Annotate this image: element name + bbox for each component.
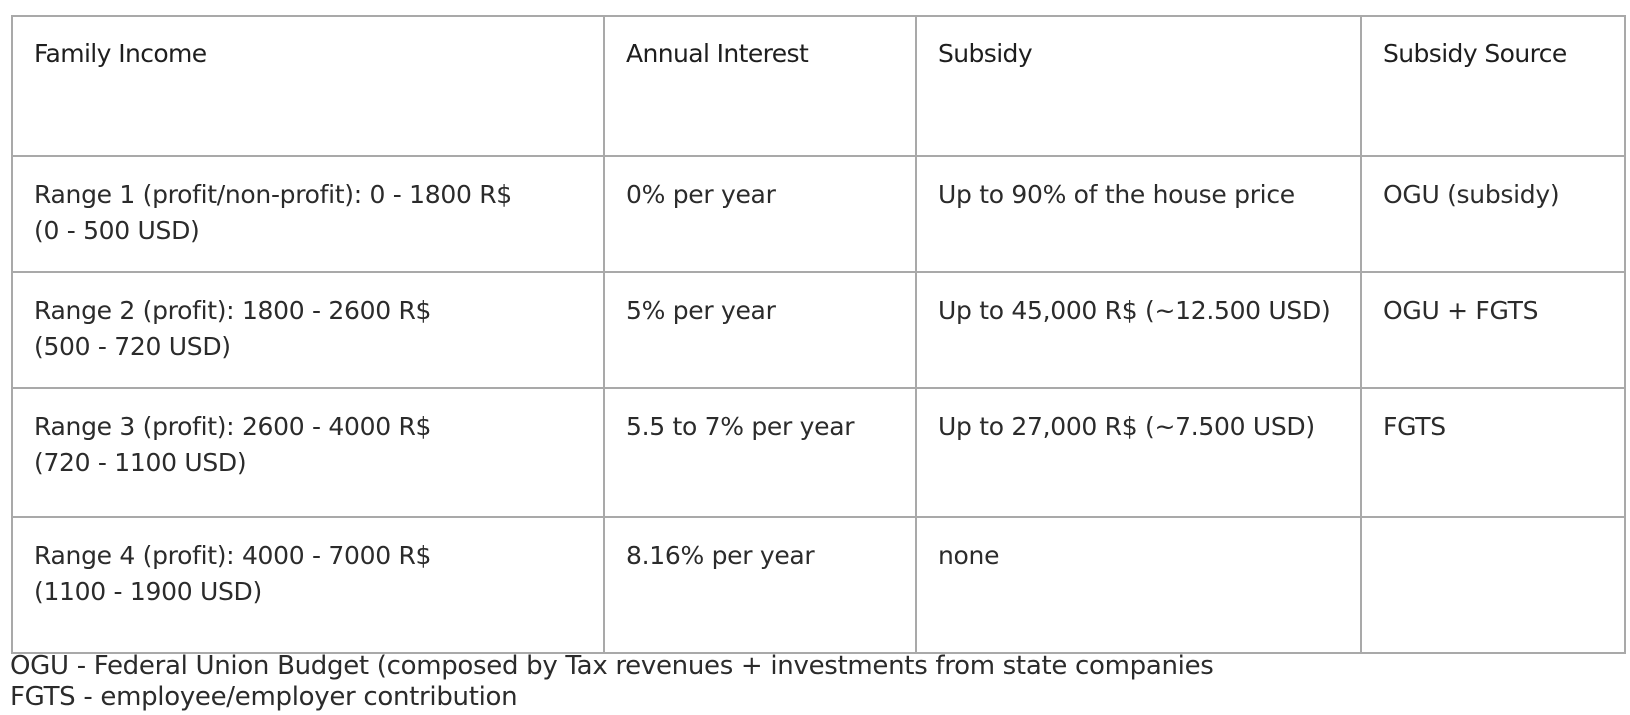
housing-subsidy-table: Family Income Annual Interest Subsidy Su… bbox=[11, 15, 1626, 654]
subsidy-cell: none bbox=[915, 516, 1362, 654]
subsidy-cell: Up to 27,000 R$ (~7.500 USD) bbox=[915, 387, 1362, 518]
annual-interest-cell: 5% per year bbox=[603, 271, 917, 389]
family-income-cell: Range 2 (profit): 1800 - 2600 R$ (500 - … bbox=[11, 271, 605, 389]
annual-interest-cell: 8.16% per year bbox=[603, 516, 917, 654]
footnote-ogu: OGU - Federal Union Budget (composed by … bbox=[10, 651, 1214, 681]
subsidy-table-container: Family Income Annual Interest Subsidy Su… bbox=[11, 15, 1626, 654]
income-usd-text: (0 - 500 USD) bbox=[34, 216, 200, 245]
subsidy-source-cell: OGU (subsidy) bbox=[1360, 155, 1626, 273]
income-range-text: Range 1 (profit/non-profit): 0 - 1800 R$ bbox=[34, 180, 512, 209]
subsidy-cell: Up to 45,000 R$ (~12.500 USD) bbox=[915, 271, 1362, 389]
subsidy-cell: Up to 90% of the house price bbox=[915, 155, 1362, 273]
subsidy-source-cell bbox=[1360, 516, 1626, 654]
family-income-cell: Range 1 (profit/non-profit): 0 - 1800 R$… bbox=[11, 155, 605, 273]
income-usd-text: (500 - 720 USD) bbox=[34, 332, 231, 361]
income-range-text: Range 2 (profit): 1800 - 2600 R$ bbox=[34, 296, 432, 325]
header-family-income: Family Income bbox=[11, 15, 605, 157]
family-income-cell: Range 4 (profit): 4000 - 7000 R$ (1100 -… bbox=[11, 516, 605, 654]
table-row: Range 3 (profit): 2600 - 4000 R$ (720 - … bbox=[11, 387, 1626, 518]
income-range-text: Range 3 (profit): 2600 - 4000 R$ bbox=[34, 412, 432, 441]
footnote-fgts: FGTS - employee/employer contribution bbox=[10, 682, 518, 712]
income-usd-text: (1100 - 1900 USD) bbox=[34, 577, 262, 606]
header-annual-interest: Annual Interest bbox=[603, 15, 917, 157]
table-row: Range 1 (profit/non-profit): 0 - 1800 R$… bbox=[11, 155, 1626, 273]
annual-interest-cell: 0% per year bbox=[603, 155, 917, 273]
annual-interest-cell: 5.5 to 7% per year bbox=[603, 387, 917, 518]
table-header-row: Family Income Annual Interest Subsidy Su… bbox=[11, 15, 1626, 157]
header-subsidy: Subsidy bbox=[915, 15, 1362, 157]
family-income-cell: Range 3 (profit): 2600 - 4000 R$ (720 - … bbox=[11, 387, 605, 518]
table-row: Range 4 (profit): 4000 - 7000 R$ (1100 -… bbox=[11, 516, 1626, 654]
footnotes: OGU - Federal Union Budget (composed by … bbox=[10, 651, 1214, 713]
income-usd-text: (720 - 1100 USD) bbox=[34, 448, 247, 477]
subsidy-source-cell: OGU + FGTS bbox=[1360, 271, 1626, 389]
income-range-text: Range 4 (profit): 4000 - 7000 R$ bbox=[34, 541, 432, 570]
header-subsidy-source: Subsidy Source bbox=[1360, 15, 1626, 157]
subsidy-source-cell: FGTS bbox=[1360, 387, 1626, 518]
table-row: Range 2 (profit): 1800 - 2600 R$ (500 - … bbox=[11, 271, 1626, 389]
